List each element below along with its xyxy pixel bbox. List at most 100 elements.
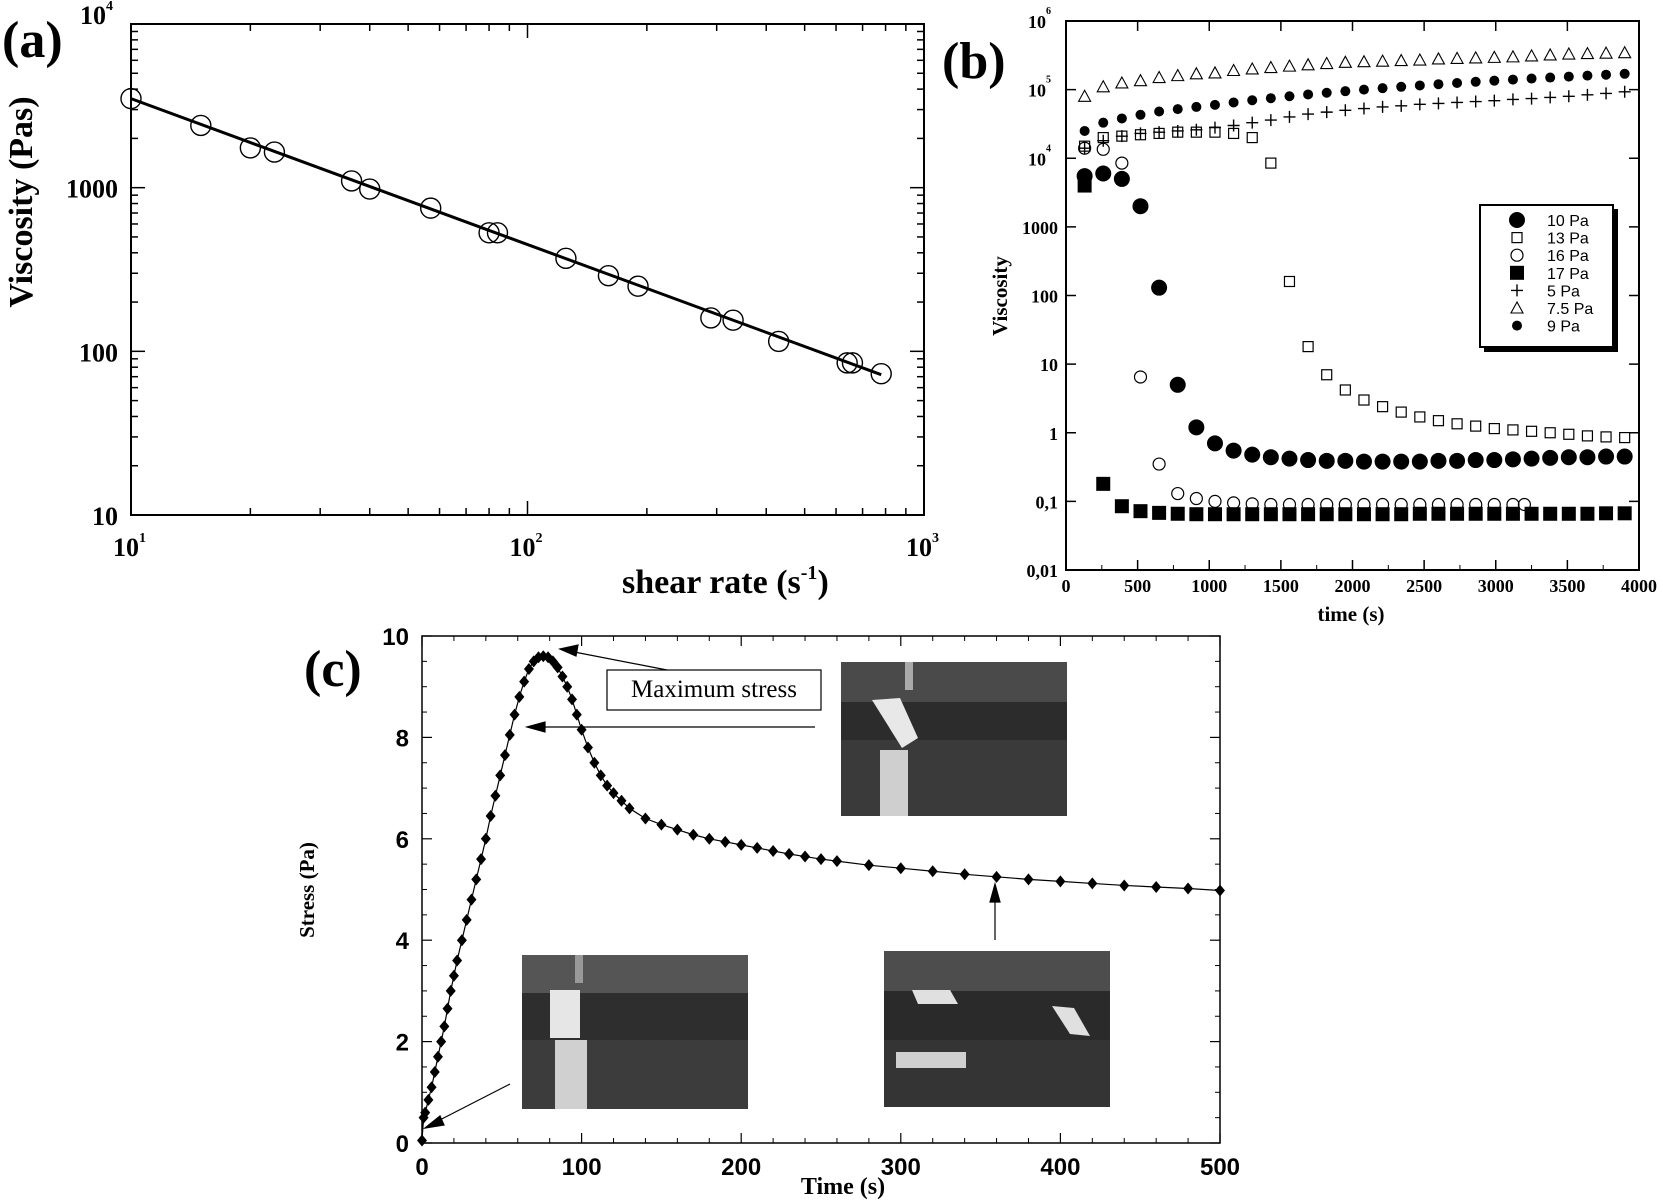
data-point bbox=[476, 853, 487, 866]
panel-b-chart: 0 500 1000 1500 2000 2500 3000 3500 4000 0,01 0,1 1… bbox=[988, 6, 1657, 626]
data-point bbox=[1319, 56, 1334, 70]
data-point bbox=[1525, 92, 1538, 105]
data-point bbox=[1263, 60, 1278, 74]
data-point bbox=[656, 818, 667, 831]
data-point bbox=[576, 723, 587, 736]
data-point bbox=[1265, 157, 1277, 169]
data-point bbox=[423, 1093, 434, 1106]
data-point bbox=[239, 137, 262, 159]
x-tick-label: 500 bbox=[1124, 576, 1151, 596]
data-point bbox=[1545, 72, 1556, 83]
legend-label: 10 Pa bbox=[1547, 213, 1589, 230]
data-point bbox=[1544, 427, 1556, 439]
data-point bbox=[624, 802, 635, 815]
data-point bbox=[426, 1081, 437, 1094]
data-point bbox=[1616, 448, 1633, 465]
x-tick-label: 400 bbox=[1040, 1154, 1080, 1181]
data-point bbox=[1431, 51, 1446, 65]
data-point bbox=[595, 769, 606, 782]
data-point bbox=[1579, 449, 1596, 466]
data-point bbox=[1468, 506, 1483, 521]
data-point bbox=[555, 247, 577, 270]
series-5-Pa bbox=[1078, 85, 1631, 155]
data-point bbox=[1526, 73, 1537, 84]
data-point bbox=[1580, 506, 1595, 521]
data-point bbox=[1301, 507, 1316, 522]
data-point bbox=[1132, 198, 1149, 215]
data-point bbox=[1507, 74, 1518, 85]
data-point bbox=[870, 363, 892, 385]
data-point bbox=[640, 812, 651, 825]
y-tick-label: 8 bbox=[396, 725, 409, 752]
data-point bbox=[1189, 66, 1204, 80]
data-point bbox=[557, 670, 568, 683]
panel-a-xlabel-sup: -1 bbox=[801, 562, 818, 584]
data-point bbox=[466, 893, 477, 906]
legend-label: 9 Pa bbox=[1547, 319, 1580, 336]
y-tick-label: 0,01 bbox=[1027, 561, 1059, 581]
data-point bbox=[1226, 507, 1241, 522]
legend-marker bbox=[1509, 212, 1525, 228]
y-tick-label: 104 bbox=[1028, 143, 1051, 169]
x-tick-label: 2500 bbox=[1406, 576, 1442, 596]
legend-label: 13 Pa bbox=[1547, 231, 1589, 248]
panel-a-xlabel: shear rate (s-1) bbox=[622, 562, 829, 601]
annotation-arrows bbox=[422, 644, 1001, 1129]
data-point bbox=[571, 708, 582, 721]
data-point bbox=[1245, 61, 1260, 75]
x-tick-label: 4000 bbox=[1621, 576, 1657, 596]
data-point bbox=[1172, 104, 1183, 115]
data-point bbox=[1357, 102, 1370, 115]
series-16-Pa bbox=[1078, 141, 1532, 512]
data-point bbox=[1190, 123, 1203, 136]
photo-end bbox=[884, 951, 1110, 1107]
panel-a-ticks bbox=[130, 24, 924, 516]
data-point bbox=[359, 178, 381, 200]
legend-marker bbox=[1511, 232, 1523, 244]
data-point bbox=[1264, 114, 1277, 127]
data-point bbox=[608, 787, 619, 800]
data-point bbox=[1395, 406, 1407, 418]
data-point bbox=[499, 749, 510, 762]
data-point bbox=[1467, 452, 1484, 469]
data-point bbox=[1023, 873, 1034, 886]
data-point bbox=[991, 870, 1002, 883]
data-point bbox=[1247, 95, 1258, 106]
y-tick-label: 2 bbox=[396, 1030, 409, 1057]
data-point bbox=[1355, 453, 1372, 470]
legend-label: 7.5 Pa bbox=[1547, 301, 1593, 318]
data-point bbox=[1470, 420, 1482, 432]
data-point bbox=[1411, 453, 1428, 470]
data-point bbox=[1301, 57, 1316, 71]
data-point bbox=[1449, 452, 1466, 469]
y-tick-label: 106 bbox=[1028, 6, 1051, 32]
data-point bbox=[1300, 452, 1317, 469]
data-point bbox=[1189, 507, 1204, 522]
data-point bbox=[841, 352, 864, 374]
data-point bbox=[452, 954, 463, 967]
legend-marker bbox=[1512, 320, 1522, 331]
data-point bbox=[752, 841, 763, 854]
data-point bbox=[831, 855, 842, 868]
data-point bbox=[1507, 424, 1519, 436]
data-point bbox=[1488, 422, 1500, 435]
data-point bbox=[1357, 54, 1371, 68]
data-point bbox=[1487, 50, 1502, 63]
data-point bbox=[1375, 53, 1390, 67]
data-point bbox=[439, 1020, 450, 1033]
data-point bbox=[1506, 49, 1520, 63]
data-point bbox=[1486, 452, 1503, 469]
panel-c-marks bbox=[417, 650, 1225, 1147]
data-point bbox=[1152, 457, 1166, 471]
legend-label: 17 Pa bbox=[1547, 266, 1589, 283]
data-point bbox=[1433, 79, 1444, 90]
legend-marker bbox=[1510, 248, 1524, 262]
data-point bbox=[1356, 507, 1371, 522]
data-point bbox=[1245, 507, 1260, 522]
data-point bbox=[432, 1050, 443, 1063]
data-point bbox=[1079, 125, 1090, 136]
y-tick-label: 1000 bbox=[1022, 218, 1058, 238]
data-point bbox=[471, 873, 482, 886]
data-point bbox=[1376, 401, 1389, 413]
